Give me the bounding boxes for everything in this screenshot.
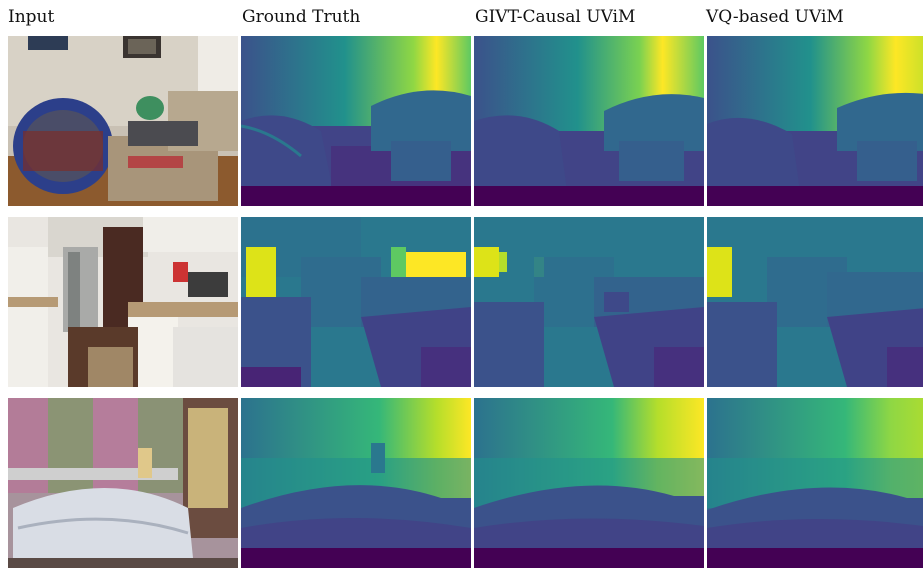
column-header-givt-causal-uvim: GIVT-Causal UViM [475,7,636,27]
input-image-living-room [8,36,238,206]
ground-truth-depth-living-room [241,36,471,206]
ground-truth-depth-bedroom [241,398,471,568]
ground-truth-depth-kitchen [241,217,471,387]
vq-based-depth-living-room [707,36,923,206]
column-header-vq-based-uvim: VQ-based UViM [706,7,844,27]
givt-causal-depth-bedroom [474,398,704,568]
input-image-bedroom [8,398,238,568]
column-header-ground-truth: Ground Truth [242,7,361,27]
vq-based-depth-kitchen [707,217,923,387]
vq-based-depth-bedroom [707,398,923,568]
column-header-input: Input [8,7,55,27]
givt-causal-depth-living-room [474,36,704,206]
givt-causal-depth-kitchen [474,217,704,387]
input-image-kitchen [8,217,238,387]
